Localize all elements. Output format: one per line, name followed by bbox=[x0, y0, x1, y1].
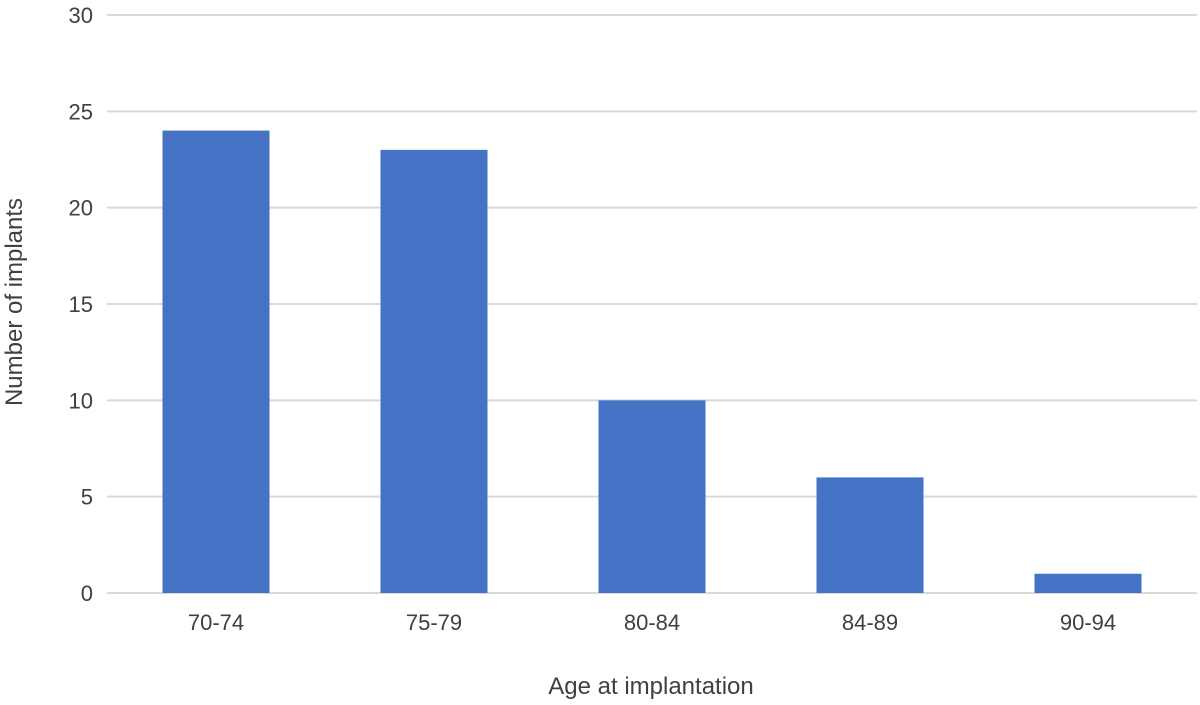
y-tick-label: 30 bbox=[69, 3, 93, 28]
bar-84-89 bbox=[816, 477, 924, 593]
x-axis-title: Age at implantation bbox=[548, 673, 753, 700]
y-tick-label: 15 bbox=[69, 292, 93, 317]
x-tick-label: 90-94 bbox=[1060, 610, 1116, 635]
y-axis-ticks: 0 5 10 15 20 25 30 bbox=[69, 3, 93, 606]
x-tick-label: 84-89 bbox=[842, 610, 898, 635]
bar-80-84 bbox=[598, 400, 706, 593]
y-axis-title: Number of implants bbox=[1, 198, 28, 406]
x-tick-label: 80-84 bbox=[624, 610, 680, 635]
bars bbox=[162, 130, 1142, 593]
bar-90-94 bbox=[1034, 573, 1142, 593]
y-tick-label: 5 bbox=[81, 485, 93, 510]
y-tick-label: 10 bbox=[69, 388, 93, 413]
bar-70-74 bbox=[162, 130, 270, 593]
y-tick-label: 20 bbox=[69, 196, 93, 221]
y-tick-label: 25 bbox=[69, 99, 93, 124]
bar-75-79 bbox=[380, 149, 488, 593]
x-axis-ticks: 70-74 75-79 80-84 84-89 90-94 bbox=[188, 610, 1116, 635]
x-tick-label: 70-74 bbox=[188, 610, 244, 635]
y-tick-label: 0 bbox=[81, 581, 93, 606]
x-tick-label: 75-79 bbox=[406, 610, 462, 635]
